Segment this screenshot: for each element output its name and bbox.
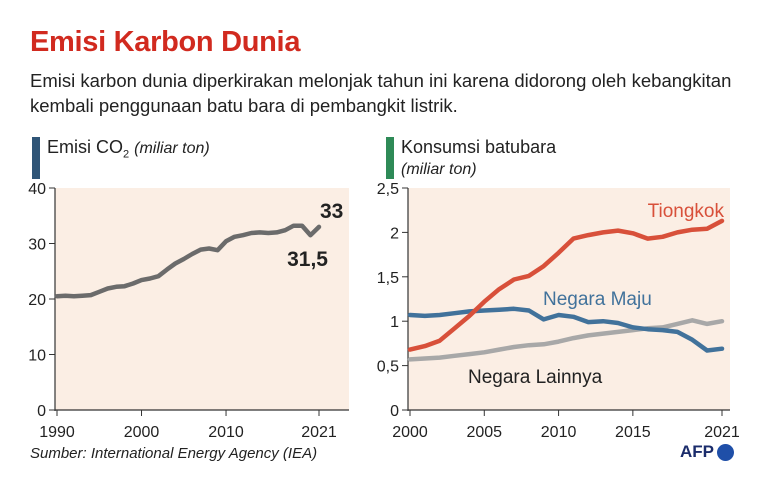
coal-y-tick-label: 1,5 xyxy=(377,270,399,287)
coal-heading-unit: (miliar ton) xyxy=(401,161,477,178)
co2-emissions-line xyxy=(54,223,322,299)
coal-chart: 0 0,5 1 1,5 2 2,5 2000 2005 2010 2015 2021 Tiongkok… xyxy=(377,181,740,441)
co2-x-tick-label: 1990 xyxy=(39,424,75,441)
afp-logo: AFP xyxy=(680,442,734,462)
coal-x-tick-label: 2000 xyxy=(392,424,428,441)
co2-label-2020: 31,5 xyxy=(287,248,328,271)
co2-label-2021: 33 xyxy=(320,200,343,223)
co2-y-tick-label: 20 xyxy=(28,292,46,309)
co2-x-tick-label: 2000 xyxy=(124,424,160,441)
others-series-label: Negara Lainnya xyxy=(468,367,603,388)
afp-logo-dot xyxy=(717,443,734,461)
developed-coal-line xyxy=(407,306,725,353)
co2-y-tick-label: 40 xyxy=(28,181,46,198)
afp-logo-text: AFP xyxy=(680,442,714,461)
coal-x-tick-label: 2021 xyxy=(704,424,740,441)
co2-y-tick-label: 0 xyxy=(37,403,46,420)
source-note: Sumber: International Energy Agency (IEA… xyxy=(30,445,318,462)
china-series-label: Tiongkok xyxy=(648,201,725,222)
coal-heading-label: Konsumsi batubara xyxy=(401,137,557,157)
china-coal-line xyxy=(407,218,725,352)
co2-heading-label: Emisi CO xyxy=(47,137,123,157)
coal-y-tick-label: 2,5 xyxy=(377,181,399,198)
coal-y-tick-label: 0 xyxy=(390,403,399,420)
coal-y-tick-label: 1 xyxy=(390,314,399,331)
coal-accent-bar xyxy=(386,137,394,179)
co2-chart: 0 10 20 30 40 1990 2000 2010 2021 33 31,5 xyxy=(28,181,349,441)
coal-x-tick-label: 2010 xyxy=(541,424,577,441)
developed-series-label: Negara Maju xyxy=(543,289,652,310)
co2-x-tick-label: 2010 xyxy=(208,424,244,441)
chart-title: Emisi Karbon Dunia xyxy=(30,26,301,58)
chart-subtitle: Emisi karbon dunia diperkirakan melonjak… xyxy=(30,70,732,116)
others-coal-line xyxy=(407,318,725,362)
coal-x-tick-label: 2015 xyxy=(615,424,651,441)
coal-y-tick-label: 2 xyxy=(390,225,399,242)
co2-heading-subscript: 2 xyxy=(123,148,130,161)
co2-y-tick-label: 30 xyxy=(28,237,46,254)
coal-plot-background xyxy=(408,188,730,410)
co2-accent-bar xyxy=(32,137,40,179)
co2-plot-background xyxy=(55,188,349,410)
co2-y-tick-label: 10 xyxy=(28,348,46,365)
coal-x-tick-label: 2005 xyxy=(466,424,502,441)
co2-x-tick-label: 2021 xyxy=(301,424,337,441)
coal-y-tick-label: 0,5 xyxy=(377,359,399,376)
co2-heading-unit: (miliar ton) xyxy=(134,140,210,157)
